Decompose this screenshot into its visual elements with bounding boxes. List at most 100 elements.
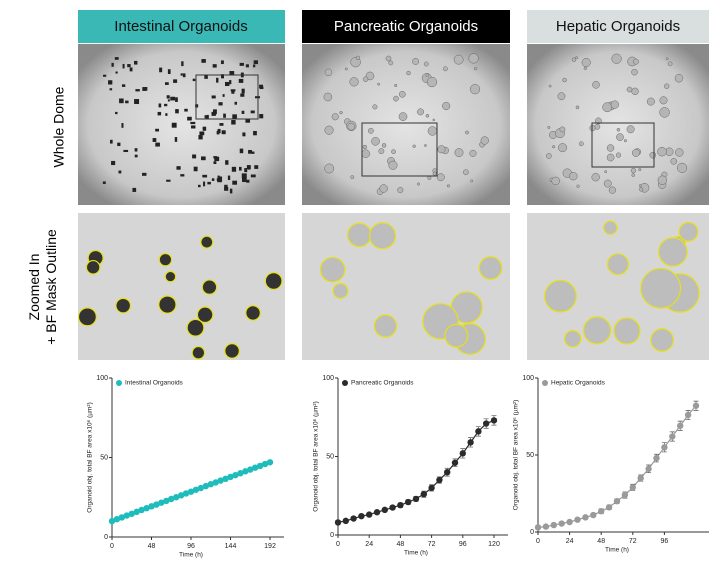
organoid <box>165 82 169 85</box>
organoid-outline <box>192 347 204 359</box>
organoid <box>251 175 256 178</box>
organoid <box>611 101 619 109</box>
organoid <box>202 175 207 178</box>
organoid <box>222 130 226 134</box>
organoid <box>242 111 245 114</box>
series-line <box>538 406 696 528</box>
y-tick-label: 0 <box>104 534 108 541</box>
organoid <box>325 69 332 76</box>
organoid <box>213 161 216 164</box>
x-axis-label: Time (h) <box>404 550 428 557</box>
organoid-outline <box>348 223 371 246</box>
organoid <box>394 84 397 87</box>
organoid <box>111 63 113 67</box>
data-point <box>661 444 667 450</box>
organoid <box>616 153 621 158</box>
organoid <box>213 109 217 114</box>
organoid <box>579 142 583 146</box>
organoid <box>193 79 196 81</box>
organoid <box>380 185 388 193</box>
organoid <box>259 85 263 88</box>
organoid <box>253 65 255 68</box>
organoid <box>230 189 232 194</box>
organoid <box>666 58 668 60</box>
organoid-outline <box>187 319 204 336</box>
data-point <box>389 504 395 510</box>
organoid <box>592 173 600 181</box>
organoid <box>232 114 237 118</box>
x-tick-label: 144 <box>225 543 237 550</box>
organoid <box>552 177 560 185</box>
organoid <box>173 79 177 83</box>
organoid-outline <box>608 254 629 275</box>
organoid <box>399 113 407 121</box>
x-axis-label: Time (h) <box>605 547 629 554</box>
organoid <box>181 73 183 75</box>
column-header: Pancreatic Organoids <box>334 18 478 35</box>
organoid <box>135 89 139 91</box>
data-point <box>397 502 403 508</box>
organoid <box>180 174 184 176</box>
organoid <box>159 68 162 73</box>
data-point <box>335 519 341 525</box>
x-tick-label: 24 <box>365 541 373 548</box>
organoid <box>103 181 106 184</box>
organoid <box>170 97 175 101</box>
organoid <box>181 61 183 66</box>
organoid <box>417 109 423 115</box>
organoid <box>345 68 347 70</box>
organoid <box>135 148 138 151</box>
legend-marker <box>542 380 548 386</box>
organoid <box>252 152 255 154</box>
organoid <box>350 77 359 86</box>
organoid <box>153 138 157 142</box>
x-tick-label: 0 <box>336 541 340 548</box>
data-point <box>622 492 628 498</box>
row-label: Whole Dome <box>51 86 67 167</box>
organoid <box>235 102 237 105</box>
organoid <box>231 89 236 91</box>
organoid <box>183 73 186 77</box>
organoid <box>677 163 687 173</box>
organoid-outline <box>86 261 99 274</box>
organoid-outline <box>265 273 282 290</box>
organoid-outline <box>202 280 216 294</box>
organoid <box>198 185 201 187</box>
organoid <box>115 112 117 114</box>
organoid <box>428 176 431 179</box>
data-point <box>590 512 596 518</box>
organoid <box>426 114 429 117</box>
organoid <box>201 59 205 63</box>
charts: 05010004896144192Time (h)Organoid obj. t… <box>87 375 709 559</box>
organoid <box>668 62 672 66</box>
data-point <box>358 513 364 519</box>
organoid <box>393 96 398 101</box>
organoid <box>426 74 429 77</box>
organoid <box>332 113 339 120</box>
organoid <box>377 83 379 85</box>
y-axis-label: Organoid obj. total BF area x10⁶ (µm²) <box>87 402 94 512</box>
organoid <box>259 114 263 118</box>
organoid <box>603 103 612 112</box>
organoid <box>123 64 125 69</box>
data-point <box>559 520 565 526</box>
organoid-outline <box>370 223 396 249</box>
x-tick-label: 96 <box>459 541 467 548</box>
organoid <box>558 143 566 151</box>
organoid <box>391 150 395 154</box>
organoid <box>127 64 130 67</box>
organoid <box>203 182 205 187</box>
legend-marker <box>342 380 348 386</box>
organoid-outline <box>584 317 611 344</box>
data-point <box>693 403 699 409</box>
organoid <box>427 77 437 87</box>
organoid <box>134 61 137 65</box>
organoid <box>362 150 370 158</box>
data-point <box>428 485 434 491</box>
organoid <box>248 150 252 154</box>
column-header: Intestinal Organoids <box>114 18 247 35</box>
organoid <box>348 123 355 130</box>
organoid <box>399 91 405 97</box>
organoid <box>228 176 230 180</box>
organoid <box>242 132 245 136</box>
